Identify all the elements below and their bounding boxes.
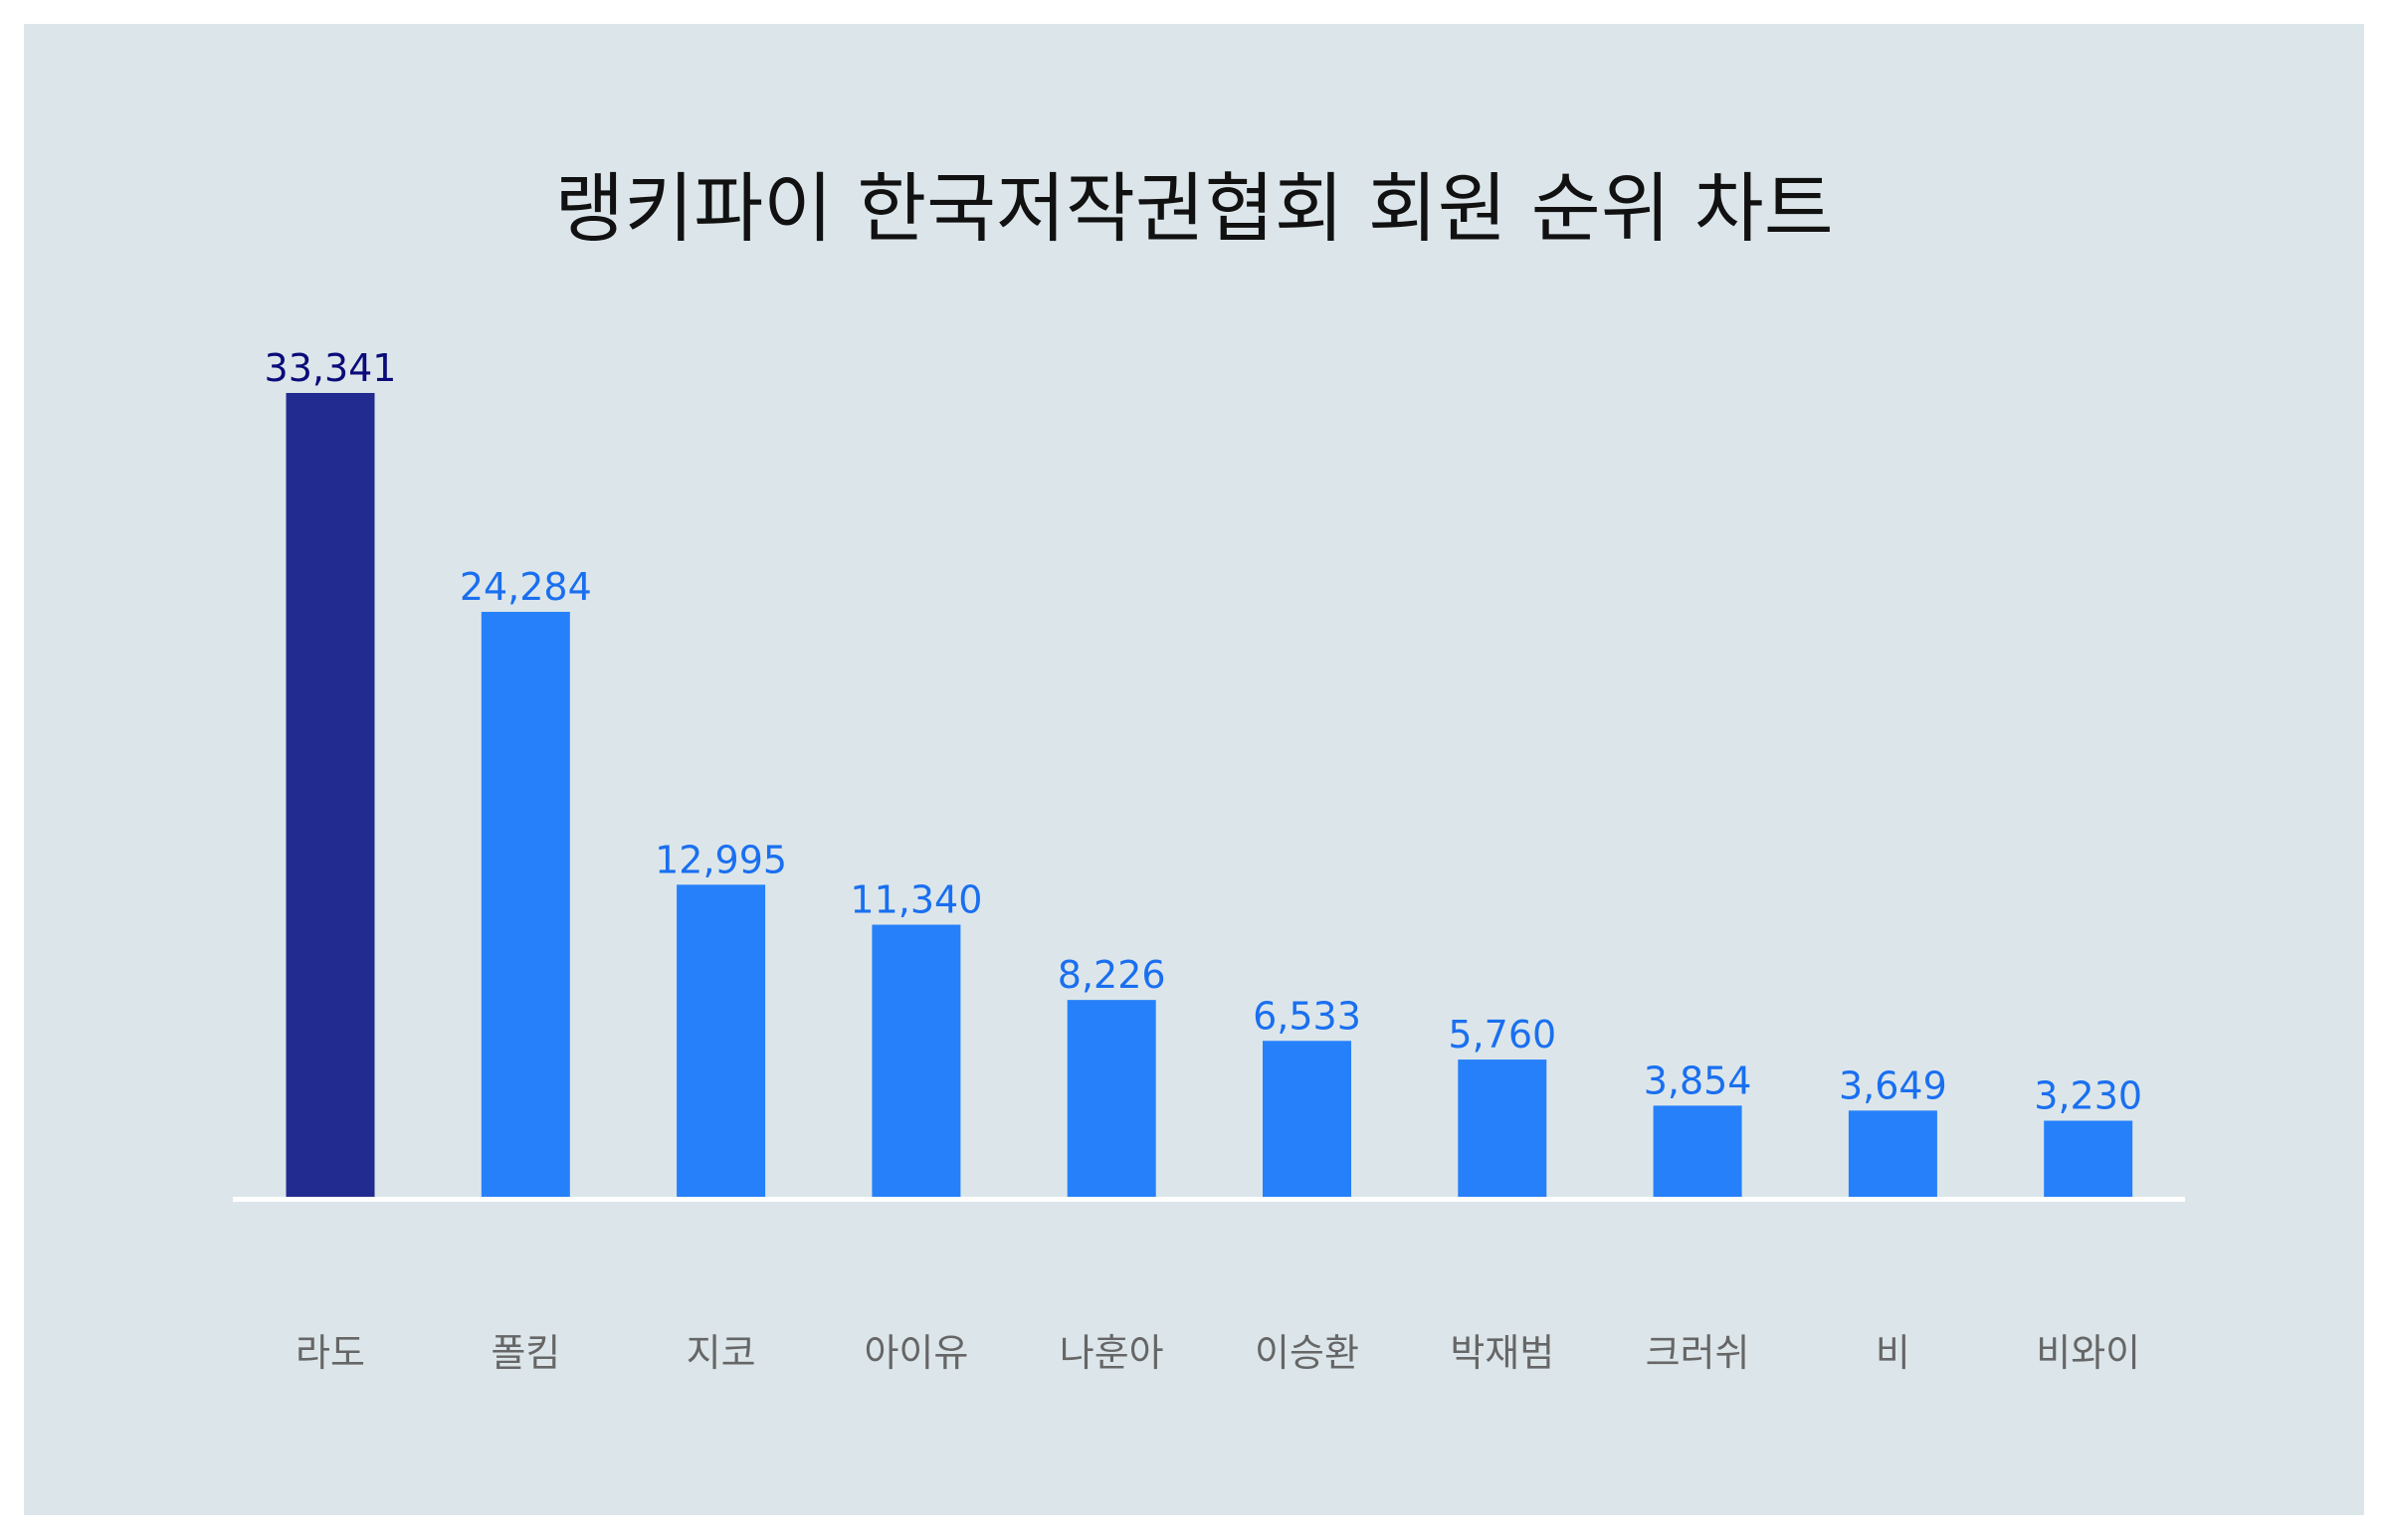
value-label: 24,284 bbox=[460, 565, 592, 609]
bar bbox=[1458, 1059, 1547, 1199]
bar bbox=[1653, 1105, 1742, 1199]
value-label: 3,230 bbox=[2034, 1074, 2142, 1118]
category-label: 크러쉬 bbox=[1646, 1331, 1750, 1375]
x-axis-line bbox=[233, 1197, 2185, 1202]
category-label: 비 bbox=[1876, 1331, 1910, 1375]
category-label: 아이유 bbox=[864, 1331, 968, 1375]
chart-title: 랭키파이 한국저작권협회 회원 순위 차트 bbox=[554, 164, 1834, 253]
value-label: 33,341 bbox=[265, 346, 397, 390]
category-label: 비와이 bbox=[2036, 1331, 2140, 1375]
category-label: 나훈아 bbox=[1060, 1331, 1164, 1375]
value-label: 6,533 bbox=[1253, 994, 1361, 1038]
category-label: 지코 bbox=[687, 1331, 756, 1375]
bar bbox=[2044, 1120, 2133, 1199]
bar bbox=[677, 884, 766, 1199]
category-label: 박재범 bbox=[1450, 1331, 1554, 1375]
bar bbox=[1067, 1000, 1156, 1199]
bar bbox=[872, 924, 961, 1199]
chart-panel bbox=[24, 24, 2364, 1515]
value-label: 12,995 bbox=[655, 838, 787, 881]
category-label: 라도 bbox=[296, 1331, 365, 1375]
bar bbox=[1848, 1110, 1937, 1199]
category-label: 폴킴 bbox=[491, 1331, 560, 1375]
value-label: 8,226 bbox=[1058, 953, 1166, 997]
bar bbox=[481, 612, 570, 1199]
bar bbox=[1263, 1041, 1351, 1199]
value-label: 11,340 bbox=[850, 878, 982, 922]
value-label: 3,854 bbox=[1644, 1059, 1752, 1102]
category-label: 이승환 bbox=[1255, 1331, 1359, 1375]
bar bbox=[286, 393, 375, 1199]
value-label: 5,760 bbox=[1448, 1013, 1556, 1057]
value-label: 3,649 bbox=[1839, 1063, 1947, 1107]
